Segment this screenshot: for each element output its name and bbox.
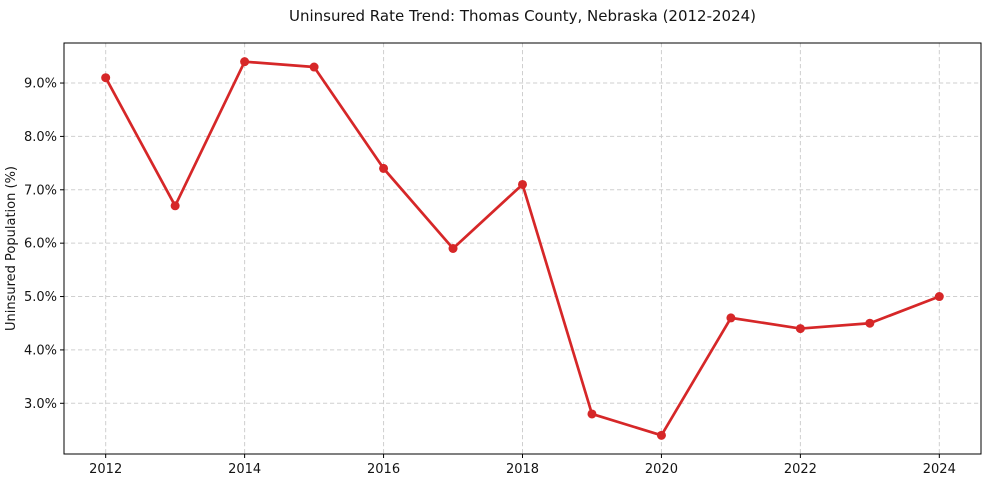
data-point-2021 — [726, 313, 736, 323]
x-tick-label: 2016 — [367, 462, 400, 477]
x-tick-label: 2024 — [923, 462, 956, 477]
data-point-2017 — [448, 244, 458, 253]
data-point-2022 — [795, 324, 805, 334]
data-point-2016 — [379, 163, 389, 173]
y-tick-label: 7.0% — [24, 183, 57, 198]
x-tick-label: 2018 — [506, 462, 539, 477]
y-tick-label: 3.0% — [24, 397, 57, 412]
y-tick-label: 5.0% — [24, 290, 57, 305]
y-tick-label: 8.0% — [24, 130, 57, 145]
data-point-2013 — [170, 201, 180, 211]
x-tick-label: 2020 — [645, 462, 678, 477]
data-point-2024 — [934, 292, 944, 302]
data-point-2020 — [656, 430, 666, 440]
y-tick-label: 6.0% — [24, 237, 57, 252]
y-axis-label: Uninsured Population (%) — [4, 166, 19, 331]
x-tick-label: 2022 — [784, 462, 817, 477]
y-tick-label: 4.0% — [24, 343, 57, 358]
x-tick-label: 2014 — [228, 462, 261, 477]
chart-title: Uninsured Rate Trend: Thomas County, Neb… — [289, 7, 756, 25]
data-point-2014 — [240, 57, 250, 67]
data-point-2023 — [865, 318, 875, 328]
data-point-2019 — [587, 409, 597, 419]
data-point-2018 — [518, 179, 527, 189]
data-point-2012 — [101, 73, 111, 83]
data-point-2015 — [309, 62, 319, 72]
x-tick-label: 2012 — [89, 462, 122, 477]
y-tick-label: 9.0% — [24, 77, 57, 92]
